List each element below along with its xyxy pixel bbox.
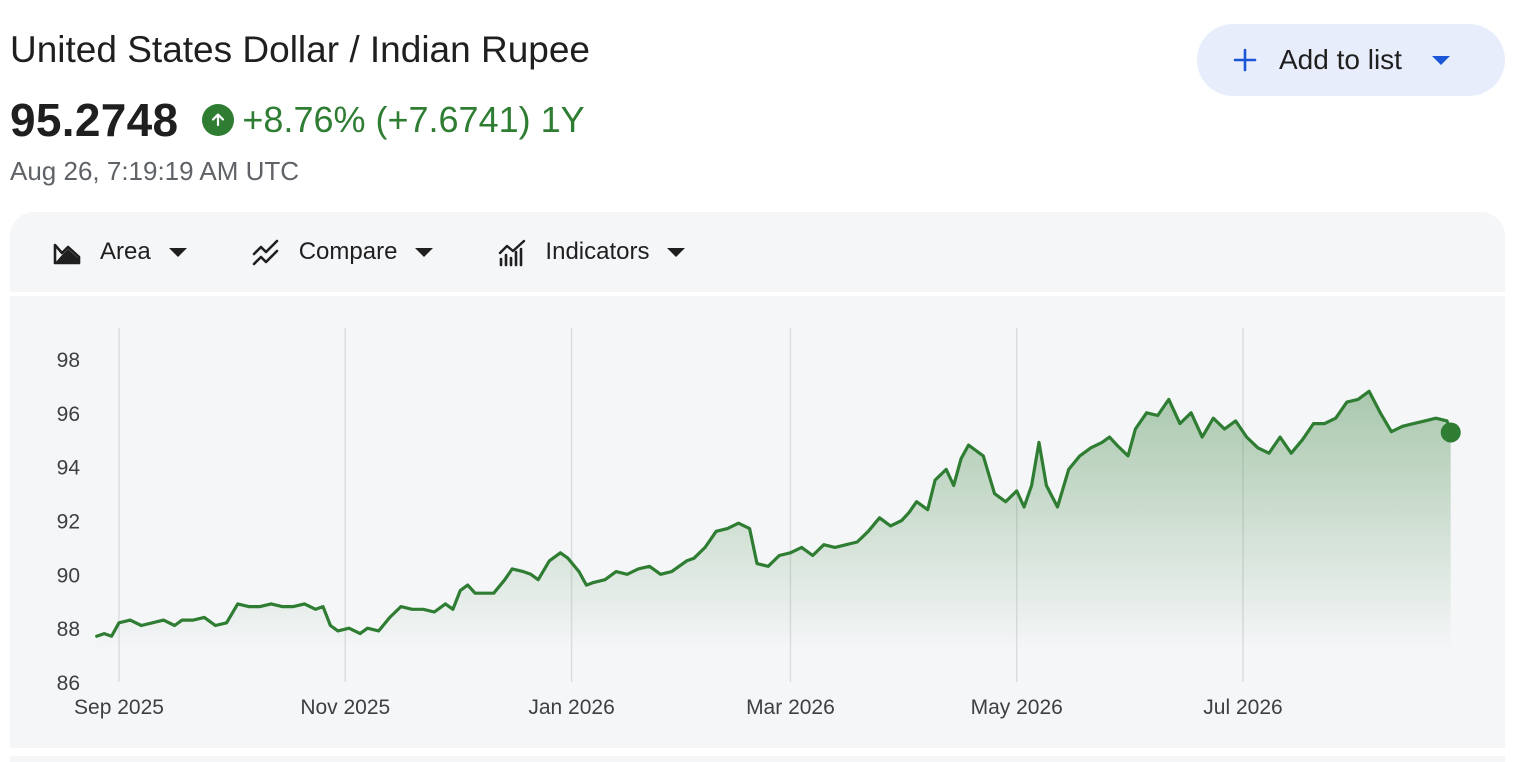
- add-to-list-label: Add to list: [1279, 44, 1402, 75]
- add-to-list-button[interactable]: Add to list: [1197, 24, 1505, 96]
- y-tick-label: 86: [57, 672, 80, 695]
- x-tick-label: Jul 2026: [1203, 696, 1282, 719]
- current-price: 95.2748: [10, 94, 179, 146]
- price-change: +8.76% (+7.6741) 1Y: [242, 99, 585, 140]
- compare-label: Compare: [298, 238, 398, 265]
- y-tick-label: 88: [57, 618, 80, 641]
- chevron-down-icon: [415, 247, 434, 257]
- x-tick-label: Sep 2025: [74, 696, 164, 719]
- y-tick-label: 92: [57, 511, 80, 534]
- x-tick-label: Mar 2026: [746, 696, 835, 719]
- area-chart-icon: [52, 237, 82, 267]
- area-label: Area: [100, 238, 151, 265]
- y-tick-label: 98: [57, 349, 80, 372]
- indicators-dropdown[interactable]: Indicators: [497, 222, 686, 282]
- y-tick-label: 94: [57, 457, 81, 480]
- y-tick-label: 90: [57, 564, 80, 587]
- divider: [10, 756, 1505, 762]
- y-tick-label: 96: [57, 403, 80, 426]
- x-tick-label: Nov 2025: [300, 696, 390, 719]
- x-tick-label: May 2026: [971, 696, 1063, 719]
- compare-dropdown[interactable]: Compare: [251, 222, 434, 282]
- area-dropdown[interactable]: Area: [52, 222, 187, 282]
- chart-area-fill: [96, 391, 1451, 652]
- timestamp: Aug 26, 7:19:19 AM UTC: [10, 156, 300, 186]
- chevron-down-icon: [1431, 55, 1450, 65]
- chart-series-line: [95, 389, 1453, 638]
- chart-toolbar: Area Compare Indicators: [10, 212, 1505, 292]
- chart-endpoint: [1440, 422, 1461, 443]
- page-title: United States Dollar / Indian Rupee: [10, 29, 591, 70]
- compare-icon: [251, 237, 281, 267]
- price-chart[interactable]: 86 88 90 92 94 96 98 Sep 2025 Nov 2025 Jan 2026 M…: [10, 296, 1505, 748]
- indicators-label: Indicators: [545, 238, 650, 265]
- indicators-icon: [497, 237, 527, 267]
- chart-panel: 86 88 90 92 94 96 98 Sep 2025 Nov 2025 Jan 2026 M…: [10, 296, 1505, 748]
- plus-icon: [1233, 48, 1257, 72]
- chevron-down-icon: [667, 247, 686, 257]
- chevron-down-icon: [168, 247, 187, 257]
- price-row: 95.2748 +8.76% (+7.6741) 1Y: [10, 92, 585, 148]
- arrow-up-icon: [202, 104, 235, 136]
- x-tick-label: Jan 2026: [528, 696, 614, 719]
